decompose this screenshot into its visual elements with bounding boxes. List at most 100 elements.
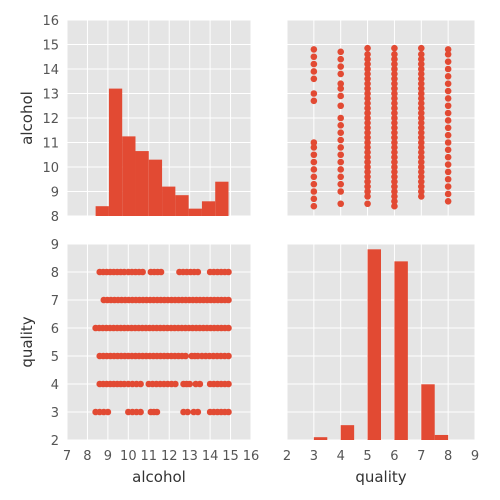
scatter-point bbox=[364, 119, 371, 127]
scatter-point bbox=[364, 51, 371, 58]
scatter-point bbox=[391, 198, 398, 205]
y-tick-label: 14 bbox=[42, 63, 59, 78]
scatter-point bbox=[364, 149, 371, 156]
scatter-point bbox=[364, 44, 371, 52]
scatter-point bbox=[417, 51, 425, 58]
scatter-point bbox=[417, 85, 425, 92]
scatter-point bbox=[417, 119, 425, 127]
y-tick-label: 11 bbox=[42, 137, 59, 152]
scatter-point bbox=[364, 95, 371, 102]
scatter-point bbox=[337, 92, 345, 100]
hist-bar bbox=[201, 201, 216, 216]
scatter-point bbox=[310, 202, 318, 210]
x-tick-label: 6 bbox=[390, 449, 398, 464]
scatter-point bbox=[444, 58, 452, 65]
x-axis-label: quality bbox=[355, 468, 406, 486]
scatter-point bbox=[444, 198, 452, 205]
hist-bar bbox=[421, 384, 435, 440]
y-tick-label: 4 bbox=[51, 378, 59, 393]
scatter-point bbox=[225, 408, 232, 416]
hist-bar bbox=[148, 159, 163, 216]
scatter-point bbox=[310, 75, 318, 83]
scatter-point bbox=[417, 70, 425, 78]
scatter-point bbox=[417, 178, 425, 185]
scatter-point bbox=[364, 183, 371, 190]
scatter-point bbox=[364, 80, 371, 87]
x-tick-label: 10 bbox=[120, 449, 137, 464]
y-tick-label: 7 bbox=[51, 294, 59, 309]
scatter-point bbox=[391, 183, 398, 190]
scatter-point bbox=[417, 168, 425, 176]
scatter-point bbox=[364, 200, 371, 208]
scatter-point bbox=[417, 163, 425, 171]
x-tick-label: 13 bbox=[181, 449, 198, 464]
scatter-point bbox=[194, 268, 202, 276]
scatter-point bbox=[186, 380, 193, 388]
scatter-point bbox=[444, 95, 452, 102]
scatter-point bbox=[310, 144, 318, 151]
scatter-point bbox=[391, 124, 398, 132]
scatter-point bbox=[196, 380, 204, 388]
scatter-point bbox=[310, 68, 318, 75]
scatter-point bbox=[391, 139, 398, 146]
scatter-point bbox=[444, 102, 452, 110]
scatter-point bbox=[391, 119, 398, 127]
y-tick-label: 5 bbox=[51, 350, 59, 365]
scatter-point bbox=[444, 168, 452, 176]
hist-bar bbox=[95, 206, 109, 216]
scatter-point bbox=[417, 183, 425, 190]
scatter-point bbox=[310, 158, 318, 166]
scatter-point bbox=[337, 180, 345, 188]
scatter-point bbox=[391, 114, 398, 122]
scatter-point bbox=[444, 73, 452, 80]
scatter-point bbox=[444, 51, 452, 58]
scatter-point bbox=[364, 144, 371, 151]
scatter-point bbox=[194, 408, 202, 416]
scatter-point bbox=[139, 268, 146, 276]
scatter-point bbox=[225, 324, 232, 332]
scatter-point bbox=[417, 90, 425, 97]
scatter-point bbox=[337, 166, 345, 173]
scatter-point bbox=[391, 129, 398, 136]
scatter-point bbox=[417, 60, 425, 68]
scatter-point bbox=[337, 102, 345, 110]
scatter-point bbox=[444, 80, 452, 87]
y-tick-label: 16 bbox=[42, 14, 59, 29]
scatter-point bbox=[364, 163, 371, 171]
y-tick-label: 9 bbox=[51, 186, 59, 201]
scatter-point bbox=[337, 129, 345, 136]
scatter-point bbox=[391, 178, 398, 185]
hist-bar bbox=[175, 195, 189, 216]
scatter-point bbox=[310, 188, 318, 195]
scatter-point bbox=[337, 144, 345, 151]
scatter-point bbox=[225, 268, 232, 276]
scatter-point bbox=[444, 153, 452, 161]
scatter-point bbox=[310, 90, 318, 97]
scatter-point bbox=[417, 134, 425, 141]
scatter-point bbox=[104, 408, 112, 416]
y-axis-label: alcohol bbox=[18, 91, 36, 145]
y-tick-label: 8 bbox=[51, 266, 59, 281]
scatter-point bbox=[417, 149, 425, 156]
scatter-point bbox=[364, 158, 371, 166]
scatter-point bbox=[364, 193, 371, 200]
scatter-point bbox=[364, 104, 371, 112]
scatter-point bbox=[337, 55, 345, 63]
scatter-point bbox=[337, 114, 345, 122]
scatter-point bbox=[417, 139, 425, 146]
scatter-point bbox=[337, 151, 345, 159]
scatter-point bbox=[182, 352, 189, 360]
scatter-point bbox=[157, 268, 165, 276]
scatter-point bbox=[364, 114, 371, 122]
scatter-point bbox=[391, 153, 398, 161]
scatter-point bbox=[137, 380, 144, 388]
x-tick-label: 3 bbox=[310, 449, 318, 464]
hist-bar bbox=[434, 434, 449, 440]
x-tick-label: 8 bbox=[444, 449, 452, 464]
y-tick-label: 3 bbox=[51, 406, 59, 421]
scatter-point bbox=[364, 168, 371, 176]
scatter-point bbox=[417, 153, 425, 161]
scatter-point bbox=[391, 168, 398, 176]
scatter-point bbox=[184, 408, 191, 416]
